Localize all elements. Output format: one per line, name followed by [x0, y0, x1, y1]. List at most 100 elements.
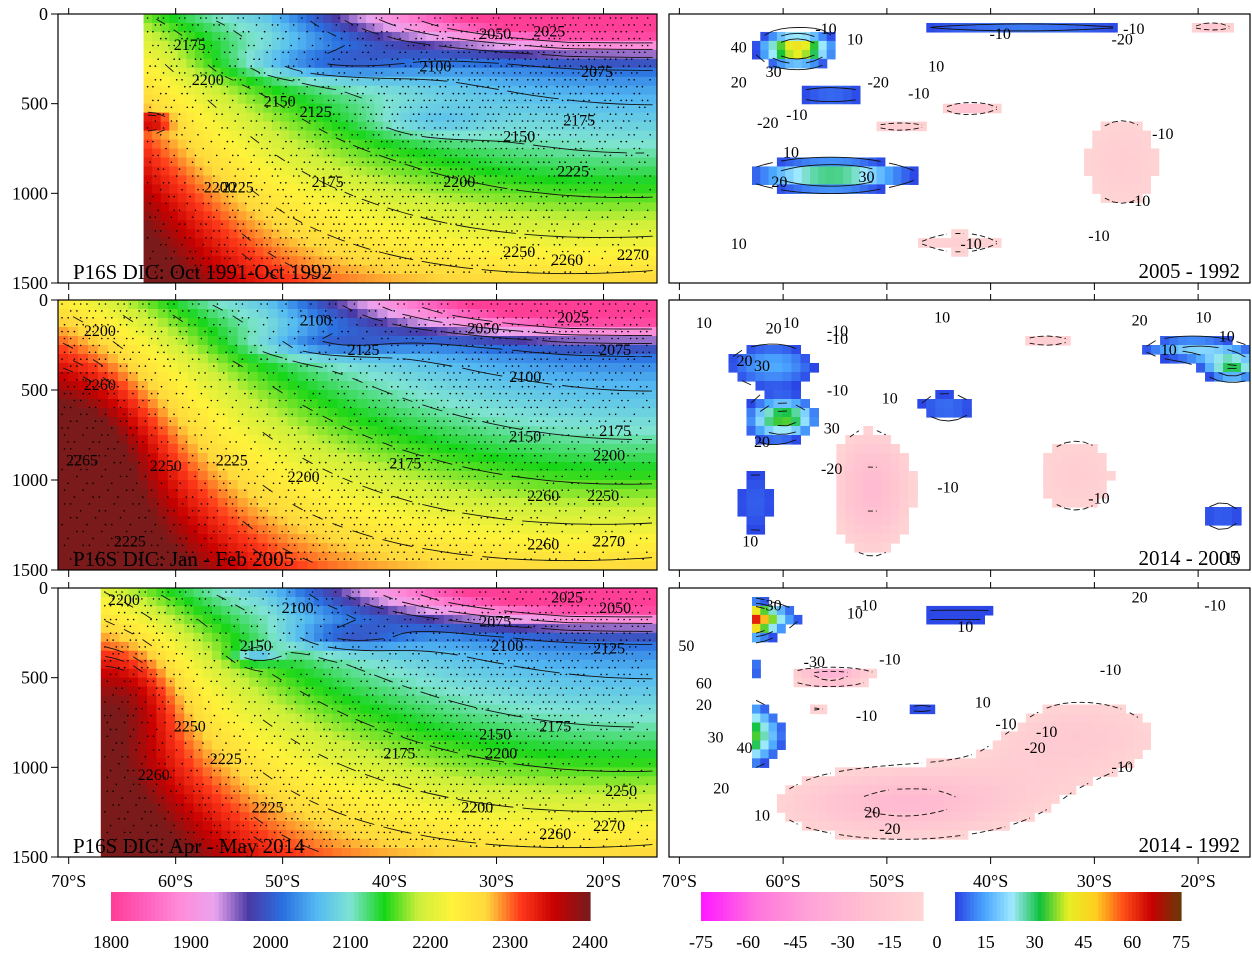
contour-label: -10 [937, 480, 958, 497]
contours-left-1 [147, 18, 653, 279]
stipple-left-1 [146, 17, 651, 273]
contour-label: 10 [882, 391, 898, 408]
contour-label: 2175 [563, 112, 595, 129]
colorbar-tick-label: -15 [878, 932, 902, 952]
contour-label: 10 [783, 145, 799, 162]
frame-left-2 [57, 299, 658, 571]
contour-label: 10 [742, 534, 758, 551]
contour-label: 30 [708, 729, 724, 746]
contour-label: 10 [957, 619, 973, 636]
frame-right-1 [668, 13, 1251, 284]
contour-label: 20 [754, 434, 770, 451]
panel-label: 2014 - 2005 [1139, 546, 1241, 570]
colorbar-tick-label: 0 [933, 932, 942, 952]
contour-label: 10 [934, 310, 950, 327]
contour-label: 10 [1161, 342, 1177, 359]
panel-label: 2005 - 1992 [1139, 259, 1241, 283]
contour-label: 2225 [252, 799, 284, 816]
frame-left-3 [57, 587, 658, 858]
y-tick-label: 500 [21, 94, 48, 114]
contour-label: 2270 [593, 534, 625, 551]
contour-label: -10 [990, 26, 1011, 43]
panel-left-2: 2200 2260 2100 2050 2025 2125 2075 2100 2175 2150… [12, 290, 658, 580]
contour-label: 2200 [461, 799, 493, 816]
contour-label: 2125 [348, 342, 380, 359]
contour-label: 2050 [479, 26, 511, 43]
colorbar-dic: 1800 1900 2000 2100 2200 2300 2400 [93, 892, 608, 952]
y-tick-label: 0 [39, 578, 48, 598]
contour-label: 20 [696, 697, 712, 714]
panel-label: P16S DIC: Oct 1991-Oct 1992 [73, 260, 332, 284]
x-tick-label: 20°S [1181, 871, 1216, 891]
colorbar-difference: -75 -60 -45 -30 -15 0 15 30 45 60 75 [689, 892, 1190, 952]
colorbar-tick-label: 75 [1172, 932, 1190, 952]
contour-label: 2025 [533, 23, 565, 40]
contour-label: 10 [696, 315, 712, 332]
contour-label: -10 [1204, 597, 1225, 614]
colorbar-tick-label: 2100 [333, 932, 369, 952]
contour-label: -10 [995, 716, 1016, 733]
colorbar-tick-label: 2000 [253, 932, 289, 952]
contour-label: 2150 [503, 128, 535, 145]
contour-label: 20 [731, 75, 747, 92]
field-right-3 [752, 596, 1151, 840]
contours-right-3 [755, 597, 1139, 840]
contour-label: -10 [1129, 193, 1150, 210]
frame-right-3 [668, 587, 1251, 858]
x-tick-label: 60°S [158, 871, 193, 891]
colorbar-tick-label: 45 [1074, 932, 1092, 952]
y-tick-label: 1500 [12, 847, 48, 867]
contour-label: -10 [1112, 759, 1133, 776]
contour-label: 2225 [216, 453, 248, 470]
contour-label: 2225 [210, 751, 242, 768]
x-tick-label: 30°S [479, 871, 514, 891]
contour-label: -10 [1123, 21, 1144, 38]
contour-label: 2250 [605, 783, 637, 800]
y-tick-label: 0 [39, 290, 48, 310]
contour-label: 2150 [509, 428, 541, 445]
contour-label: 2175 [174, 37, 206, 54]
contour-label: -20 [879, 821, 900, 838]
contour-label: 2225 [557, 163, 589, 180]
contour-label: 10 [1196, 310, 1212, 327]
contour-label: -10 [827, 382, 848, 399]
field-left-2 [58, 300, 657, 570]
contour-label: 20 [737, 353, 753, 370]
ticks-right-2 [678, 294, 1199, 577]
x-tick-label: 70°S [51, 871, 86, 891]
contour-label: 2225 [114, 534, 146, 551]
contour-label: 2260 [527, 536, 559, 553]
frame-left-1 [57, 13, 658, 284]
y-tick-label: 500 [21, 668, 48, 688]
colorbar-tick-label: -60 [736, 932, 760, 952]
colorbar-tick-label: 2300 [492, 932, 528, 952]
contour-label: -10 [1152, 126, 1173, 143]
contour-label: 2250 [174, 719, 206, 736]
colorbar-tick-label: 1800 [93, 932, 129, 952]
contour-label: 2100 [419, 58, 451, 75]
contour-label: 2175 [599, 423, 631, 440]
contour-label: 2200 [108, 592, 140, 609]
y-tick-label: 1500 [12, 560, 48, 580]
colorbar-tick-label: 60 [1123, 932, 1141, 952]
contour-label: 2260 [539, 826, 571, 843]
contour-label: 2200 [288, 469, 320, 486]
contour-label: 20 [771, 174, 787, 191]
contour-label: 20 [1132, 312, 1148, 329]
ticks-right-1 [678, 8, 1199, 290]
contour-label: -20 [821, 461, 842, 478]
contour-label: 2260 [527, 488, 559, 505]
contour-label: 10 [783, 315, 799, 332]
x-tick-label: 50°S [265, 871, 300, 891]
contour-label: 2270 [593, 818, 625, 835]
colorbar-tick-label: 2400 [572, 932, 608, 952]
colorbar-tick-label: 1900 [173, 932, 209, 952]
y-tick-label: 1000 [12, 183, 48, 203]
contour-label: 2050 [599, 600, 631, 617]
x-tick-label: 30°S [1077, 871, 1112, 891]
contour-label: 2100 [509, 369, 541, 386]
